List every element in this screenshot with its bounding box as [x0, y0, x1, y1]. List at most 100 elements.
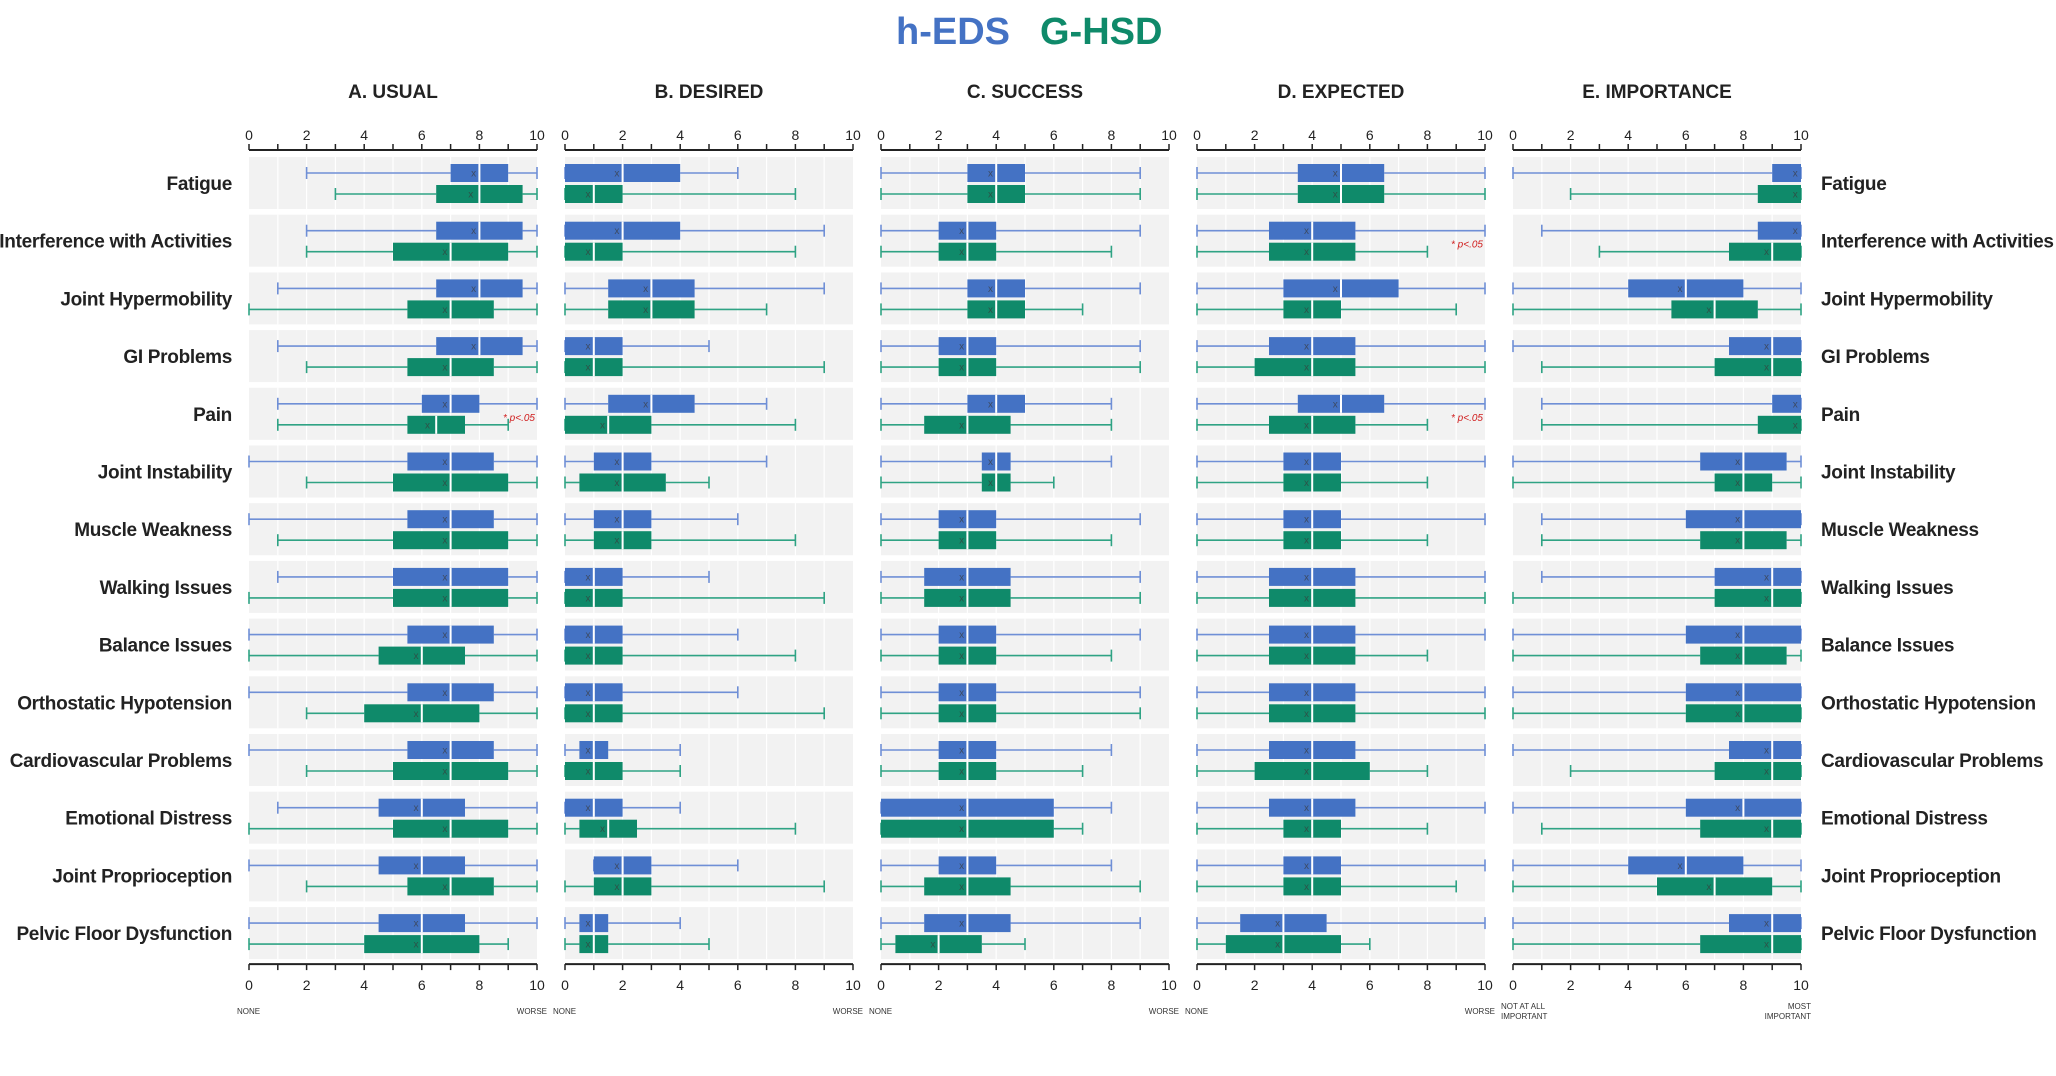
box-GHSD: x	[880, 531, 1113, 550]
row-label-left: Joint Proprioception	[52, 866, 232, 887]
mean-marker: x	[988, 478, 993, 489]
box-hEDS: x	[248, 510, 538, 529]
mean-marker: x	[1333, 190, 1338, 201]
box-hEDS: x	[564, 279, 826, 298]
row-label-right: GI Problems	[1821, 347, 1930, 368]
box-hEDS: x	[880, 510, 1141, 529]
box-GHSD: x	[1196, 473, 1429, 492]
mean-marker: x	[1735, 688, 1740, 699]
box-hEDS: x	[1196, 279, 1486, 298]
box-hEDS: x	[592, 856, 739, 875]
box-hEDS: x	[564, 452, 768, 471]
mean-marker: x	[442, 767, 447, 778]
box-GHSD: x	[1196, 242, 1429, 261]
axis-high-label: WORSE	[517, 1007, 547, 1016]
mean-marker: x	[959, 746, 964, 757]
mean-marker: x	[1304, 420, 1309, 431]
box-hEDS: x	[276, 279, 538, 298]
tick-label: 6	[734, 977, 742, 993]
box-hEDS: x	[564, 164, 739, 182]
tick-label: 4	[1308, 977, 1316, 993]
tick-label: 4	[1308, 127, 1316, 143]
tick-label: 10	[845, 127, 861, 143]
box-hEDS: x	[564, 914, 682, 933]
mean-marker: x	[414, 919, 419, 930]
box-GHSD: x	[248, 819, 538, 838]
box-iqr	[1729, 914, 1801, 933]
box-GHSD: x	[880, 877, 1141, 896]
row-label-right: Orthostatic Hypotension	[1821, 693, 2036, 714]
mean-marker: x	[959, 688, 964, 699]
mean-marker: x	[959, 247, 964, 258]
mean-marker: x	[442, 478, 447, 489]
row-label-left: Cardiovascular Problems	[10, 751, 232, 772]
box-hEDS: x	[1512, 683, 1802, 702]
row-label-left: Muscle Weakness	[74, 520, 232, 541]
axis-low-label-cont: IMPORTANT	[1501, 1012, 1547, 1021]
mean-marker: x	[614, 226, 619, 237]
box-GHSD: x	[564, 819, 797, 838]
row-label-right: Walking Issues	[1821, 578, 1953, 599]
box-GHSD: x	[1196, 185, 1486, 203]
box-hEDS: x	[1512, 741, 1802, 759]
mean-marker: x	[988, 457, 993, 468]
box-iqr	[1772, 394, 1801, 413]
mean-marker: x	[1735, 536, 1740, 547]
box-hEDS: x	[564, 567, 710, 586]
mean-marker: x	[1304, 803, 1309, 814]
box-hEDS: x	[564, 741, 682, 759]
box-GHSD: x	[564, 877, 826, 896]
box-GHSD: x	[1196, 300, 1457, 319]
mean-marker: x	[1764, 247, 1769, 258]
box-hEDS: x	[1196, 741, 1486, 759]
mean-marker: x	[1764, 593, 1769, 604]
box-hEDS: x	[1512, 452, 1802, 471]
box-GHSD: x	[248, 300, 538, 319]
tick-label: 4	[992, 127, 1000, 143]
mean-marker: x	[643, 305, 648, 316]
box-iqr	[1757, 221, 1801, 240]
mean-marker: x	[614, 478, 619, 489]
box-hEDS: x	[564, 798, 682, 817]
mean-marker: x	[414, 709, 419, 720]
mean-marker: x	[959, 919, 964, 930]
box-GHSD: x	[564, 704, 826, 723]
box-hEDS: x	[248, 683, 538, 702]
box-hEDS: x	[1196, 452, 1486, 471]
box-GHSD: x	[1196, 588, 1486, 607]
tick-label: 8	[792, 127, 800, 143]
mean-marker: x	[1764, 363, 1769, 374]
tick-label: 10	[845, 977, 861, 993]
tick-label: 4	[1624, 127, 1632, 143]
tick-label: 2	[303, 127, 311, 143]
box-hEDS: x	[564, 510, 739, 529]
tick-label: 10	[1793, 127, 1809, 143]
box-hEDS: x	[564, 394, 768, 413]
tick-label: 2	[1567, 977, 1575, 993]
box-GHSD: x	[564, 531, 797, 550]
tick-label: 2	[935, 127, 943, 143]
tick-label: 6	[1050, 127, 1058, 143]
mean-marker: x	[442, 746, 447, 757]
mean-marker: x	[1735, 709, 1740, 720]
box-hEDS: x	[564, 625, 739, 644]
axis-high-label: WORSE	[1149, 1007, 1179, 1016]
mean-marker: x	[1304, 824, 1309, 835]
tick-label: 6	[1366, 127, 1374, 143]
tick-label: 4	[360, 127, 368, 143]
tick-label: 0	[245, 127, 253, 143]
mean-marker: x	[1304, 593, 1309, 604]
mean-marker: x	[586, 709, 591, 720]
box-hEDS: x	[1196, 221, 1486, 240]
axis-low-label: NONE	[553, 1007, 576, 1016]
mean-marker: x	[959, 420, 964, 431]
mean-marker: x	[959, 861, 964, 872]
row-label-right: Joint Instability	[1821, 463, 1956, 484]
mean-marker: x	[988, 284, 993, 295]
box-GHSD: x	[564, 300, 768, 319]
tick-label: 10	[529, 127, 545, 143]
tick-label: 0	[561, 977, 569, 993]
box-GHSD: x	[248, 935, 510, 954]
